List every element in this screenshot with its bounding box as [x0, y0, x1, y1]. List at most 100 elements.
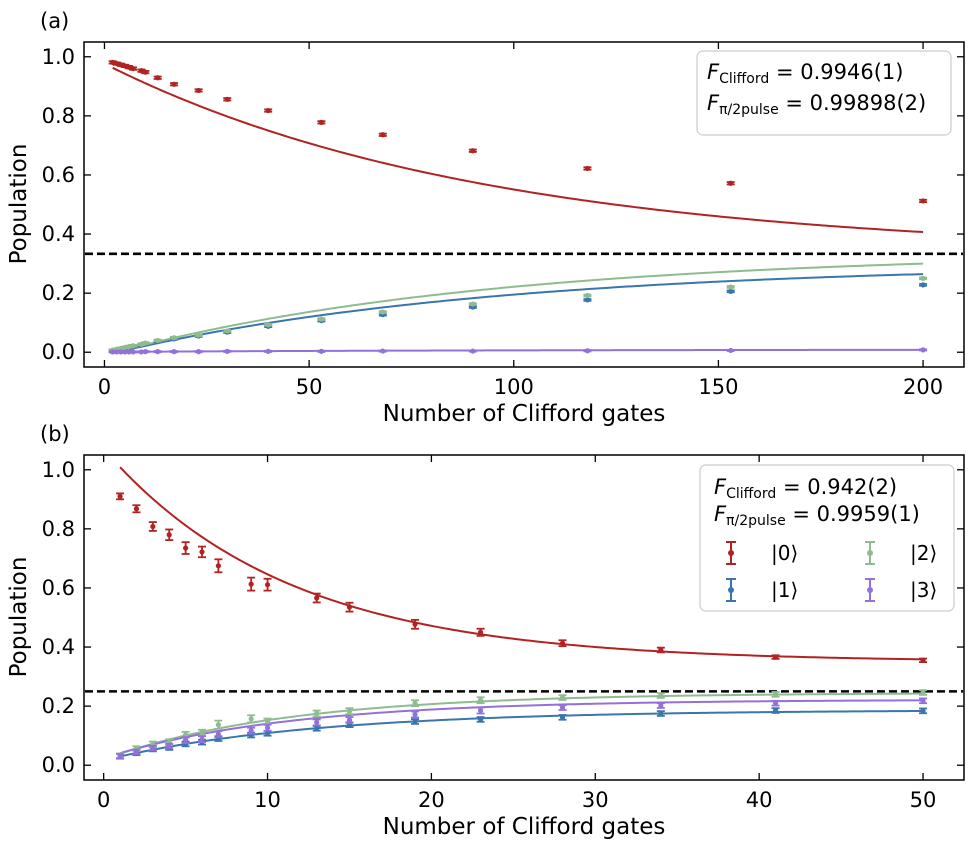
- panel-b-data-point-state-3: [166, 743, 172, 749]
- panel-a-data-point-state-0: [380, 132, 386, 138]
- panel-a-data-point-state-3: [171, 349, 177, 355]
- panel-a-data-point-state-0: [110, 59, 116, 65]
- panel-a-data-point-state-3: [318, 348, 324, 354]
- panel-b-xtick-label: 0: [97, 788, 110, 812]
- panel-b-ytick-label: 0.0: [42, 753, 75, 777]
- panel-a-data-point-state-3: [155, 349, 161, 355]
- panel-b-label: (b): [40, 422, 70, 446]
- panel-a-ytick-label: 0.2: [42, 281, 75, 305]
- panel-a-fidelity-frame: [696, 50, 952, 136]
- panel-a-data-point-state-2: [155, 337, 161, 344]
- panel-b-data-point-state-0: [559, 640, 566, 646]
- panel-a-data-point-state-0: [728, 180, 734, 186]
- panel-a-fidelity-pulse: Fπ/2pulse = 0.99898(2): [707, 91, 926, 118]
- panel-a-data-point-state-0: [126, 64, 132, 70]
- panel-b-data-point-state-0: [183, 545, 189, 551]
- panel-b-xtick-label: 50: [910, 788, 937, 812]
- panel-a-ytick-label: 0.4: [42, 222, 75, 246]
- panel-a-ytick-label: 1.0: [42, 45, 75, 69]
- panel-a-data-point-state-1: [728, 288, 734, 294]
- panel-b-data-point-state-3: [183, 737, 189, 743]
- panel-b-ytick-label: 1.0: [42, 458, 75, 482]
- panel-b-data-point-state-0: [346, 604, 353, 610]
- panel-a-fit-curve-state-0: [112, 66, 924, 234]
- panel-b-data-point-state-3: [658, 702, 664, 709]
- panel-b-data-point-state-2: [199, 730, 205, 736]
- panel-b-data-point-state-1: [920, 708, 926, 714]
- panel-b-data-point-state-3: [477, 707, 484, 714]
- panel-a-data-point-state-2: [920, 275, 926, 281]
- panel-b-data-point-state-1: [264, 730, 271, 736]
- panel-b-data-point-state-3: [346, 717, 353, 723]
- panel-a-data-point-state-2: [728, 284, 734, 290]
- panel-a-ytick-label: 0.0: [42, 340, 75, 364]
- panel-b-data-point-state-2: [477, 697, 484, 703]
- panel-a-xtick-label: 200: [903, 375, 943, 399]
- panel-b-data-point-state-1: [658, 710, 664, 717]
- panel-b-ytick-label: 0.2: [42, 694, 75, 718]
- panel-b-ytick-label: 0.6: [42, 576, 75, 600]
- panel-b-data-point-state-1: [559, 714, 566, 720]
- panel-a-data-point-state-2: [380, 309, 386, 315]
- panel-b-data-point-state-0: [199, 549, 205, 555]
- panel-a-data-point-state-0: [118, 62, 124, 68]
- panel-a-xtick-label: 0: [98, 375, 111, 399]
- panel-b: (b) Number of Clifford gates Population …: [6, 422, 965, 840]
- panel-a-data-point-state-0: [318, 119, 324, 125]
- panel-b-data-point-state-2: [215, 722, 221, 728]
- panel-b-data-point-state-3: [117, 753, 123, 759]
- panel-a-data-point-state-0: [142, 69, 148, 75]
- panel-b-data-point-state-3: [772, 700, 779, 706]
- panel-a-data-point-state-3: [470, 348, 476, 354]
- panel-b-data-point-state-0: [117, 493, 123, 499]
- panel-a-data-point-state-0: [114, 60, 120, 67]
- panel-a-data-point-state-2: [196, 332, 202, 338]
- panel-b-ylabel: Population: [6, 557, 32, 678]
- panel-a-data-point-state-3: [584, 348, 591, 354]
- panel-b-data-point-state-0: [264, 582, 271, 588]
- panel-a-data-point-state-0: [224, 96, 230, 102]
- panel-b-data-point-state-0: [772, 654, 779, 660]
- panel-b-fidelity-pulse: Fπ/2pulse = 0.9959(1): [714, 502, 920, 529]
- panel-b-data-point-state-0: [658, 647, 664, 653]
- panel-b-data-point-state-3: [264, 725, 271, 731]
- panel-b-fidelity-clifford: FClifford = 0.942(2): [714, 475, 897, 502]
- panel-b-data-point-state-0: [412, 621, 418, 627]
- panel-b-ytick-label: 0.8: [42, 517, 75, 541]
- panel-b-fit-curve-state-0: [119, 466, 924, 661]
- panel-b-data-point-state-2: [772, 691, 779, 697]
- panel-a-xtick-label: 50: [296, 375, 323, 399]
- panel-b-legend: FClifford = 0.942(2) Fπ/2pulse = 0.9959(…: [699, 464, 955, 612]
- panel-b-plot-frame: [83, 454, 965, 781]
- panel-b-data-point-state-2: [346, 708, 353, 714]
- panel-b-xlabel: Number of Clifford gates: [383, 814, 666, 840]
- panel-a-ytick-label: 0.8: [42, 104, 75, 128]
- panel-a-data-point-state-0: [470, 148, 476, 154]
- panel-a-data-point-state-0: [155, 75, 161, 81]
- panel-a-data-point-state-2: [142, 340, 148, 346]
- panel-b-data-point-state-3: [133, 749, 140, 755]
- legend-label-state-0: |0⟩: [771, 541, 798, 565]
- panel-b-legend-frame: [699, 464, 955, 612]
- panel-b-data-point-state-2: [658, 692, 664, 699]
- panel-a-data-point-state-0: [122, 63, 128, 69]
- panel-b-data-point-state-0: [166, 532, 172, 538]
- panel-b-data-point-state-0: [477, 629, 484, 635]
- panel-b-data-point-state-2: [559, 694, 566, 701]
- panel-a-data-point-state-3: [380, 348, 386, 354]
- panel-a-data-point-state-3: [920, 347, 926, 353]
- panel-a-data-point-state-0: [265, 107, 271, 114]
- panel-b-data-point-state-3: [314, 719, 320, 725]
- legend-marker-dot-state-1: [728, 587, 734, 593]
- panel-b-data-point-state-0: [248, 581, 254, 587]
- panel-b-data-point-state-0: [133, 506, 140, 512]
- panel-a-data-point-state-2: [318, 316, 324, 322]
- panel-a-data-point-state-0: [196, 87, 202, 94]
- panel-a-data-point-state-1: [584, 297, 591, 303]
- panel-a: (a) Number of Clifford gates Population …: [6, 9, 965, 427]
- panel-b-data-point-state-2: [314, 710, 320, 717]
- legend-label-state-3: |3⟩: [910, 578, 937, 602]
- panel-b-data-point-state-1: [412, 718, 418, 725]
- panel-b-data-point-state-0: [215, 563, 221, 569]
